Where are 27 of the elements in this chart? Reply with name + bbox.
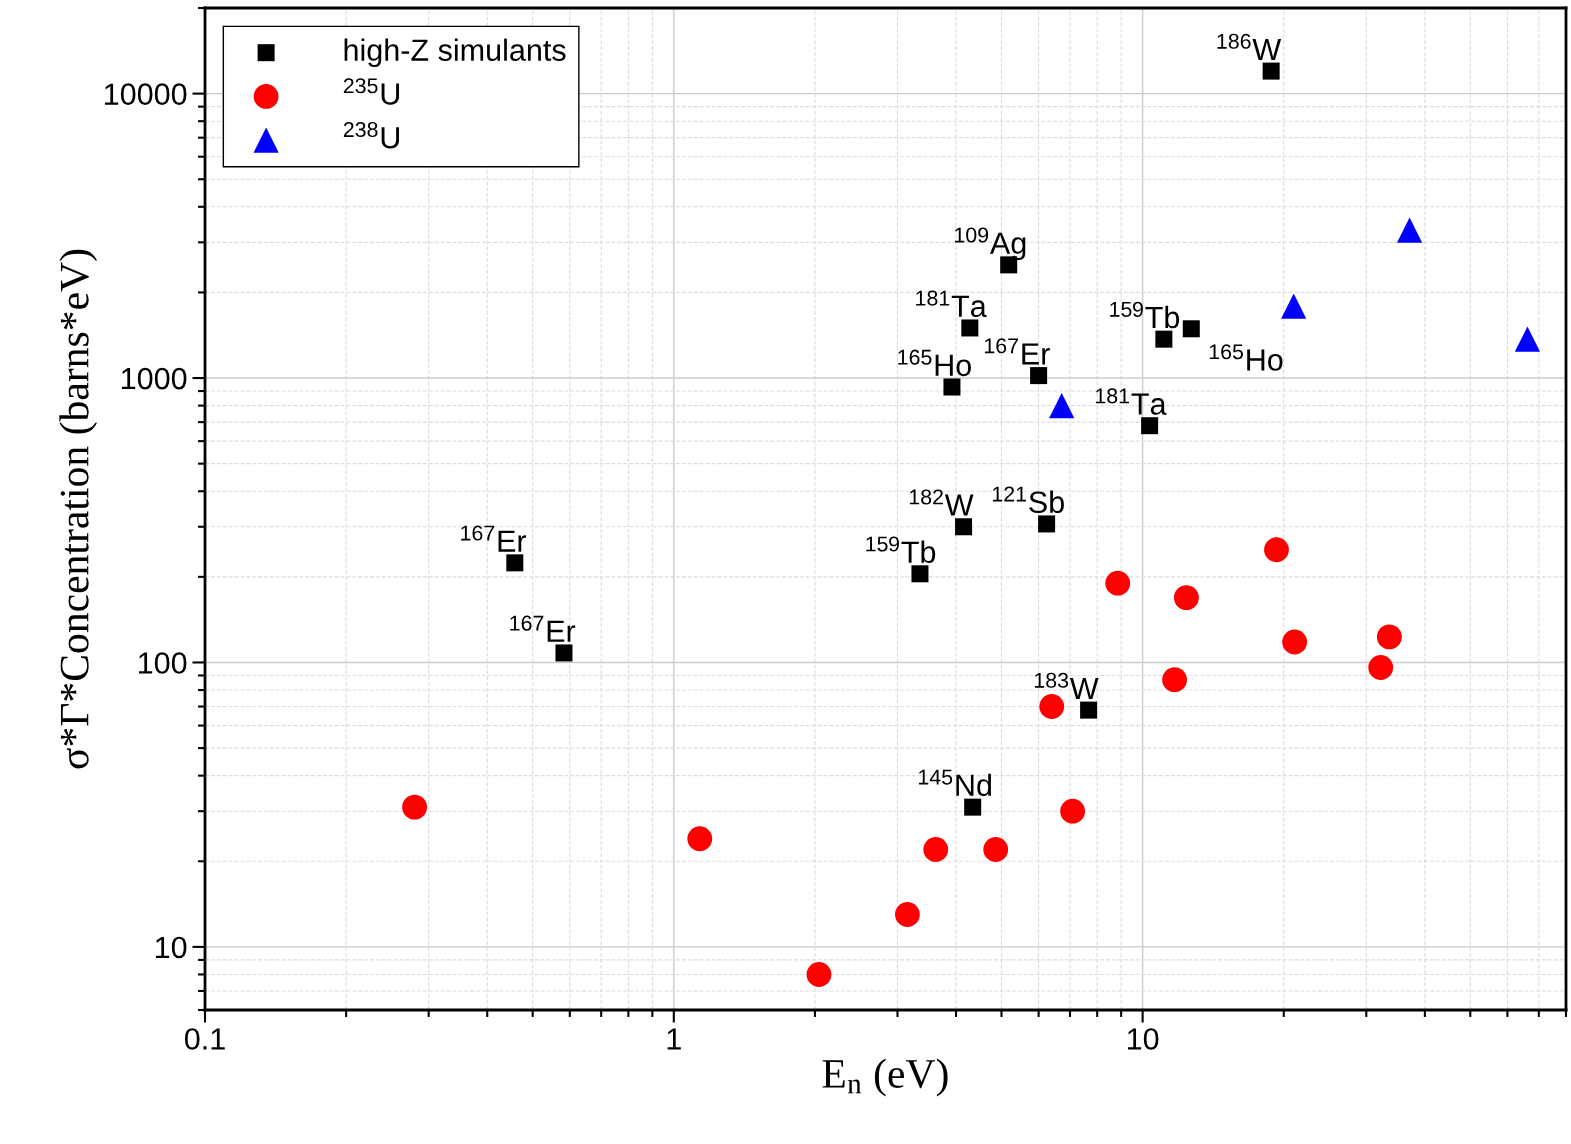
- legend-label: high-Z simulants: [344, 38, 566, 68]
- y-tick-label: 1000: [122, 367, 187, 390]
- annotation: $^{121}$Sb: [992, 486, 1064, 514]
- annotation: $^{145}$Nd: [919, 769, 991, 797]
- annotation: $^{181}$Ta: [916, 290, 987, 318]
- annotation: $^{109}$Ag: [955, 227, 1026, 261]
- legend-label: $^{238}$U: [343, 121, 399, 149]
- y-tick-label: 10: [155, 936, 187, 959]
- annotation: $^{159}$Tb: [1110, 301, 1180, 329]
- legend-label: $^{235}$U: [343, 78, 399, 105]
- annotation: $^{165}$Ho: [898, 349, 971, 377]
- x-tick-label: 0.1: [184, 1028, 225, 1050]
- annotation: $^{159}$Tb: [866, 536, 936, 563]
- x-tick-label: 10: [1127, 1028, 1159, 1050]
- annotation: $^{167}$Er: [461, 525, 527, 552]
- y-tick-label: 100: [138, 652, 187, 674]
- x-tick-label: 1: [667, 1028, 681, 1050]
- annotation: $^{167}$Er: [510, 615, 576, 642]
- annotation: $^{165}$Ho: [1209, 344, 1283, 371]
- annotation: $^{182}$W: [909, 489, 974, 516]
- annotation: $^{186}$W: [1217, 33, 1282, 60]
- y-axis-title: σ*Γ*Concentration (barns*eV): [59, 249, 98, 769]
- annotation: $^{181}$Ta: [1095, 388, 1167, 415]
- annotation: $^{183}$W: [1034, 672, 1099, 699]
- y-tick-label: 10000: [105, 83, 187, 105]
- annotation: $^{167}$Er: [984, 338, 1050, 365]
- x-axis-title: E$_{n}$ (eV): [822, 1058, 948, 1097]
